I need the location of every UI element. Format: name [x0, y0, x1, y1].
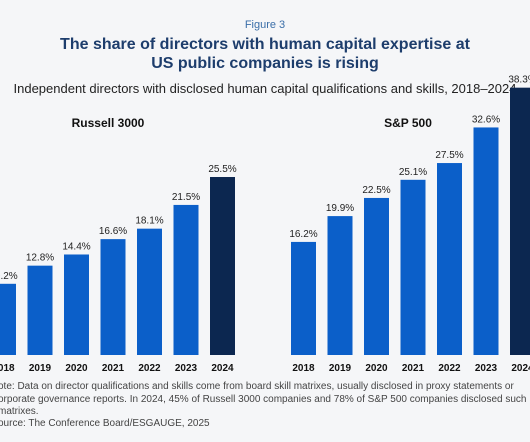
data-label-russell-3000-2021: 16.6%: [99, 226, 127, 237]
data-label-russell-3000-2020: 14.4%: [62, 241, 90, 252]
data-label-sp-500-2023: 32.6%: [472, 114, 500, 125]
note-line-2: orporate governance reports. In 2024, 45…: [0, 393, 527, 405]
data-label-russell-3000-2023: 21.5%: [172, 192, 200, 203]
bar-sp-500-2024: [510, 87, 530, 355]
chart-title: The share of directors with human capita…: [0, 35, 530, 73]
data-label-sp-500-2021: 25.1%: [399, 167, 427, 178]
data-label-sp-500-2022: 27.5%: [435, 150, 463, 161]
panel-title-sp-500: S&P 500: [384, 116, 432, 130]
bar-sp-500-2020: [364, 197, 389, 355]
x-tick-sp-500-2019: 2019: [329, 363, 352, 374]
bar-russell-3000-2021: [100, 239, 126, 355]
chart-note: ote: Data on director qualifications and…: [0, 381, 530, 419]
bar-sp-500-2023: [473, 127, 499, 356]
bar-sp-500-2019: [327, 216, 353, 355]
panel-title-russell-3000: Russell 3000: [72, 116, 145, 130]
bar-russell-3000-2018: [0, 283, 16, 355]
x-tick-russell-3000-2021: 2021: [102, 363, 125, 374]
bar-russell-3000-2024: [210, 177, 235, 355]
x-tick-russell-3000-2019: 2019: [29, 363, 52, 374]
bar-sp-500-2022: [437, 163, 462, 355]
bar-sp-500-2018: [291, 241, 316, 355]
x-tick-russell-3000-2020: 2020: [65, 363, 88, 374]
x-tick-sp-500-2022: 2022: [438, 363, 461, 374]
chart-subtitle: Independent directors with disclosed hum…: [13, 81, 517, 96]
bar-sp-500-2021: [400, 179, 426, 355]
x-tick-russell-3000-2022: 2022: [138, 363, 161, 374]
chart-title-line-1: The share of directors with human capita…: [60, 36, 470, 53]
chart-title-line-2: US public companies is rising: [151, 55, 379, 72]
x-tick-sp-500-2018: 2018: [292, 363, 315, 374]
x-tick-russell-3000-2023: 2023: [175, 363, 198, 374]
bar-russell-3000-2020: [64, 254, 89, 355]
data-label-russell-3000-2022: 18.1%: [135, 216, 163, 227]
x-tick-russell-3000-2018: 2018: [0, 363, 15, 374]
note-line-3: matrixes.: [0, 406, 39, 417]
note-line-1: ote: Data on director qualifications and…: [0, 381, 514, 392]
bar-russell-3000-2019: [27, 265, 53, 355]
x-tick-sp-500-2024: 2024: [511, 363, 530, 374]
bar-russell-3000-2022: [137, 228, 162, 355]
x-tick-sp-500-2021: 2021: [402, 363, 425, 374]
data-label-sp-500-2018: 16.2%: [289, 229, 317, 240]
data-label-russell-3000-2024: 25.5%: [208, 164, 236, 175]
data-label-sp-500-2019: 19.9%: [326, 203, 354, 214]
data-label-russell-3000-2019: 12.8%: [26, 253, 54, 264]
x-tick-sp-500-2023: 2023: [475, 363, 498, 374]
bar-charts: Russell 3000 10.2% 2018 12.8% 2019 14.4% 2020 1…: [0, 75, 530, 374]
bar-russell-3000-2023: [173, 204, 199, 355]
data-label-russell-3000-2018: 10.2%: [0, 271, 18, 282]
x-tick-sp-500-2020: 2020: [365, 363, 388, 374]
chart-source: ource: The Conference Board/ESGAUGE, 202…: [0, 418, 210, 429]
figure-label: Figure 3: [244, 19, 286, 31]
x-tick-russell-3000-2024: 2024: [211, 363, 234, 374]
data-label-sp-500-2024: 38.3%: [508, 75, 530, 86]
data-label-sp-500-2020: 22.5%: [362, 185, 390, 196]
